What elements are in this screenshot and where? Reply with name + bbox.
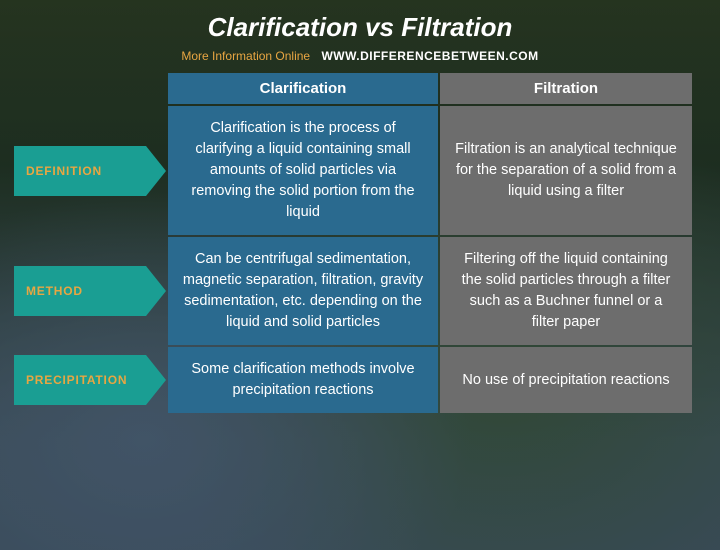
row-label-definition: DEFINITION bbox=[14, 106, 166, 235]
label-method: METHOD bbox=[26, 284, 83, 298]
comparison-grid: Clarification Filtration DEFINITION Clar… bbox=[14, 73, 706, 413]
arrow-definition: DEFINITION bbox=[14, 146, 146, 196]
column-header-clarification: Clarification bbox=[168, 73, 438, 104]
header-spacer bbox=[14, 73, 166, 104]
cell-method-filtration: Filtering off the liquid containing the … bbox=[440, 237, 692, 345]
cell-precipitation-filtration: No use of precipitation reactions bbox=[440, 347, 692, 413]
page-title: Clarification vs Filtration bbox=[14, 12, 706, 43]
label-definition: DEFINITION bbox=[26, 164, 102, 178]
row-label-precipitation: PRECIPITATION bbox=[14, 347, 166, 413]
column-header-filtration: Filtration bbox=[440, 73, 692, 104]
more-info-label: More Information Online bbox=[181, 49, 310, 63]
cell-precipitation-clarification: Some clarification methods involve preci… bbox=[168, 347, 438, 413]
cell-definition-filtration: Filtration is an analytical technique fo… bbox=[440, 106, 692, 235]
row-label-method: METHOD bbox=[14, 237, 166, 345]
cell-method-clarification: Can be centrifugal sedimentation, magnet… bbox=[168, 237, 438, 345]
source-url: WWW.DIFFERENCEBETWEEN.COM bbox=[321, 49, 538, 63]
arrow-method: METHOD bbox=[14, 266, 146, 316]
cell-definition-clarification: Clarification is the process of clarifyi… bbox=[168, 106, 438, 235]
subtitle: More Information Online WWW.DIFFERENCEBE… bbox=[14, 49, 706, 63]
label-precipitation: PRECIPITATION bbox=[26, 373, 127, 387]
infographic-container: Clarification vs Filtration More Informa… bbox=[0, 0, 720, 413]
arrow-precipitation: PRECIPITATION bbox=[14, 355, 146, 405]
